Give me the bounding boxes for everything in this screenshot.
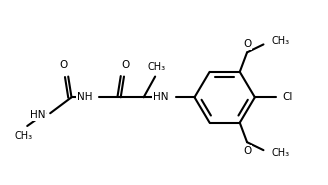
Text: HN: HN xyxy=(30,110,45,120)
Text: CH₃: CH₃ xyxy=(272,36,290,46)
Text: CH₃: CH₃ xyxy=(148,62,166,72)
Text: O: O xyxy=(243,38,251,48)
Text: CH₃: CH₃ xyxy=(272,148,290,158)
Text: Cl: Cl xyxy=(283,92,293,102)
Text: HN: HN xyxy=(153,92,168,102)
Text: CH₃: CH₃ xyxy=(15,131,33,141)
Text: O: O xyxy=(243,146,251,156)
Text: NH: NH xyxy=(77,92,93,102)
Text: O: O xyxy=(59,60,68,70)
Text: O: O xyxy=(121,60,130,70)
